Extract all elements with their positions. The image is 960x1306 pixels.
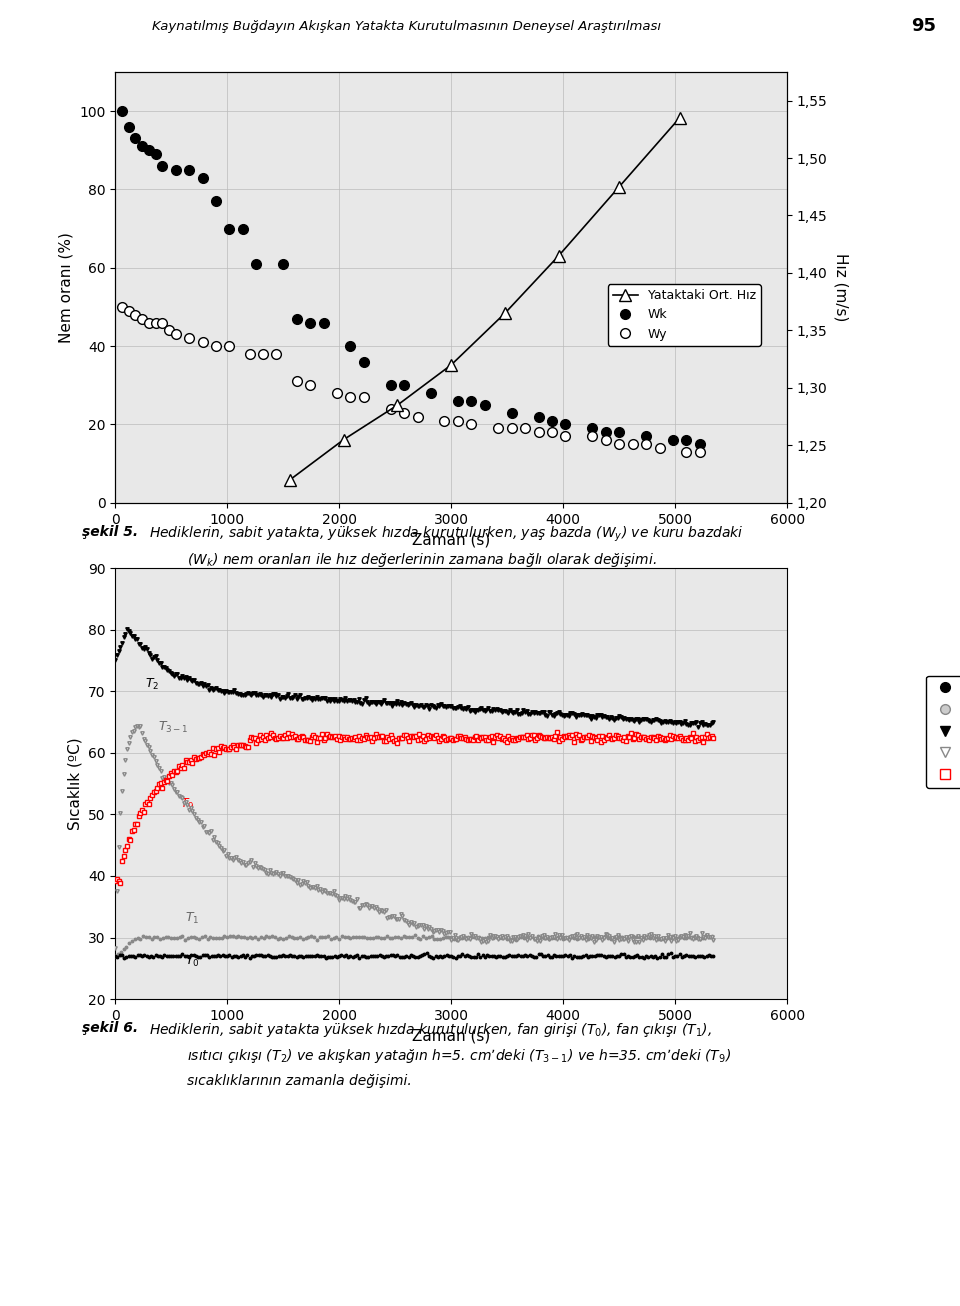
Legend: Yataktaki Ort. Hız, Wk, Wy: Yataktaki Ort. Hız, Wk, Wy [608,285,760,346]
Text: Kaynatılmış Buğdayın Akışkan Yatakta Kurutulmasının Deneysel Araştırılması: Kaynatılmış Buğdayın Akışkan Yatakta Kur… [152,20,660,33]
Text: $T_2$: $T_2$ [146,678,159,692]
Text: $T_{3-1}$: $T_{3-1}$ [157,721,188,735]
Text: (W$_k$) nem oranları ile hız değerlerinin zamana bağlı olarak değişimi.: (W$_k$) nem oranları ile hız değerlerini… [187,551,657,569]
Y-axis label: Sıcaklık (ºC): Sıcaklık (ºC) [67,738,83,829]
Text: ısıtıcı çıkışı (T$_2$) ve akışkan yatağın h=5. cm’deki (T$_{3-1}$) ve h=35. cm’d: ısıtıcı çıkışı (T$_2$) ve akışkan yatağı… [187,1047,732,1066]
Text: $T_1$: $T_1$ [184,912,199,926]
Text: $T_9$: $T_9$ [180,797,195,812]
Text: şekil 6.: şekil 6. [82,1021,137,1036]
Text: $T_0$: $T_0$ [184,955,200,969]
Y-axis label: Nem oranı (%): Nem oranı (%) [59,232,74,342]
Text: 95: 95 [911,17,936,35]
Y-axis label: Hız (m/s): Hız (m/s) [833,253,849,321]
Text: şekil 5.: şekil 5. [82,525,137,539]
Text: Hediklerin, sabit yatakta yüksek hızda kurutulurken, fan girişi (T$_0$), fan çık: Hediklerin, sabit yatakta yüksek hızda k… [149,1021,711,1040]
Text: sıcaklıklarının zamanla değişimi.: sıcaklıklarının zamanla değişimi. [187,1074,412,1088]
X-axis label: Zaman (s): Zaman (s) [412,532,491,547]
Text: Hediklerin, sabit yatakta, yüksek hızda kurutulurken, yaş bazda (W$_y$) ve kuru : Hediklerin, sabit yatakta, yüksek hızda … [149,525,743,545]
Legend: $T_0$, $T_1$, $T_2$, $T_{3-1}$, $T_9$: $T_0$, $T_1$, $T_2$, $T_{3-1}$, $T_9$ [926,675,960,788]
X-axis label: Zaman (s): Zaman (s) [412,1028,491,1043]
